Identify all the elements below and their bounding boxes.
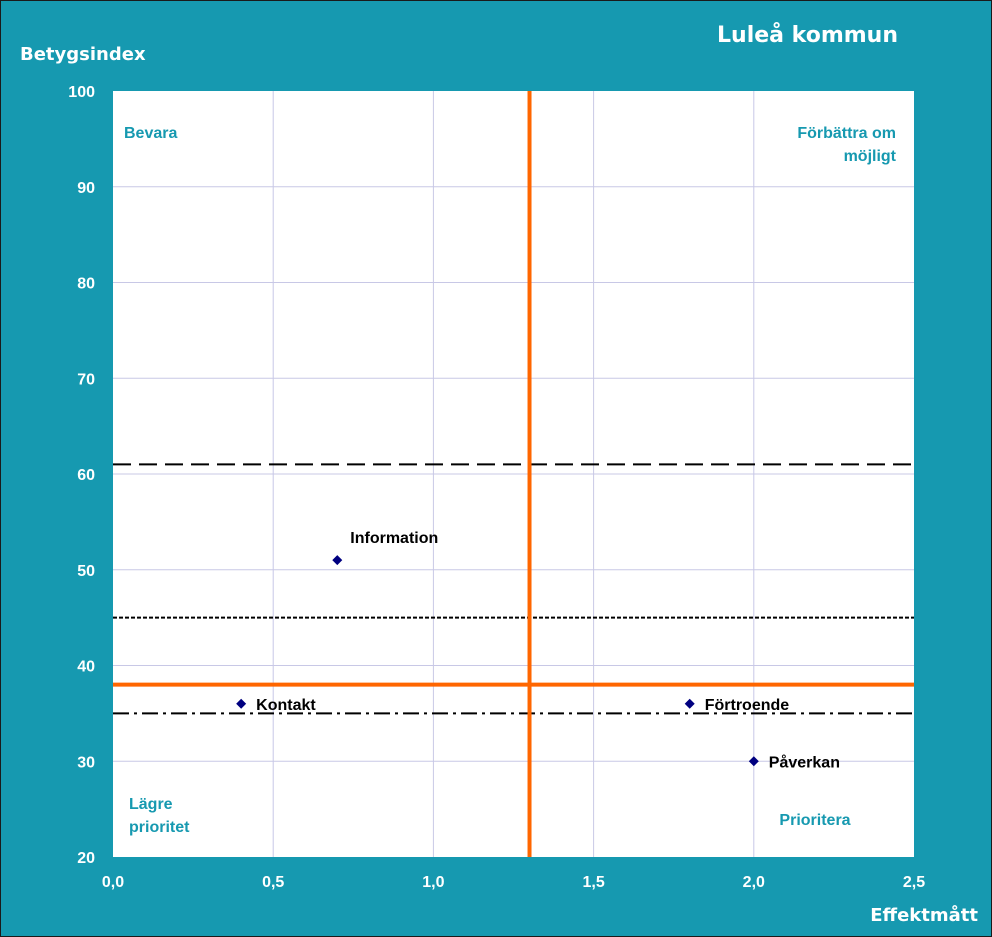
quadrant-label-bottom-right: Prioritera	[779, 812, 850, 829]
x-axis-label: Effektmått	[870, 904, 978, 926]
x-tick-label: 0,0	[102, 874, 124, 891]
data-points: Information Kontakt Förtroende Påverkan	[236, 530, 840, 771]
chart-title: Luleå kommun	[717, 22, 898, 48]
y-tick-label: 40	[77, 659, 95, 676]
x-tick-label: 2,0	[743, 874, 765, 891]
y-tick-label: 80	[77, 276, 95, 293]
reference-lines	[113, 463, 914, 715]
quadrant-label-top-right: Förbättra om	[797, 125, 896, 142]
y-axis-label: Betygsindex	[20, 44, 146, 65]
data-point-label: Information	[350, 530, 438, 547]
x-tick-label: 1,0	[422, 874, 444, 891]
x-tick-labels: 0,0 0,5 1,0 1,5 2,0 2,5	[102, 874, 925, 891]
x-tick-label: 0,5	[262, 874, 284, 891]
quadrant-label-top-left: Bevara	[124, 125, 177, 142]
y-tick-label: 60	[77, 467, 95, 484]
quadrant-label-bottom-left: prioritet	[129, 819, 190, 836]
grid	[113, 91, 914, 857]
data-point-marker	[748, 756, 759, 767]
data-point-label: Förtroende	[705, 697, 790, 714]
y-tick-label: 50	[77, 563, 95, 580]
y-tick-label: 90	[77, 180, 95, 197]
y-tick-label: 30	[77, 754, 95, 771]
quadrant-dividers	[113, 91, 914, 857]
x-tick-label: 1,5	[582, 874, 604, 891]
y-tick-labels: 20 30 40 50 60 70 80 90 100	[68, 84, 95, 867]
quadrant-labels: Bevara Förbättra om möjligt Lägre prioritet P…	[124, 125, 897, 836]
quadrant-label-bottom-left: Lägre	[129, 796, 173, 813]
y-tick-label: 70	[77, 371, 95, 388]
y-tick-label: 100	[68, 84, 95, 101]
data-point-label: Kontakt	[256, 697, 316, 714]
data-point-marker	[684, 698, 695, 709]
data-point-marker	[236, 698, 247, 709]
x-tick-label: 2,5	[903, 874, 925, 891]
data-point-label: Påverkan	[769, 753, 840, 771]
quadrant-label-top-right: möjligt	[844, 148, 897, 165]
y-tick-label: 20	[77, 850, 95, 867]
data-point-marker	[332, 555, 343, 566]
